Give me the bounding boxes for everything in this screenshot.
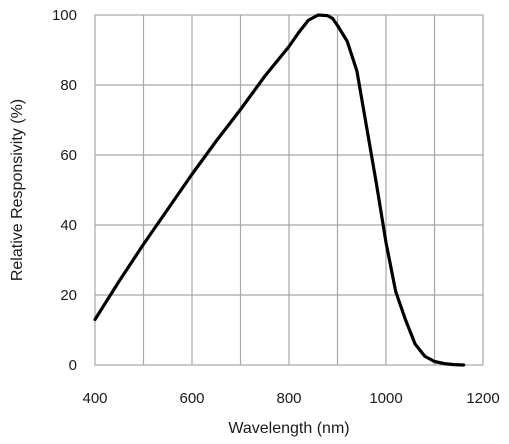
y-tick-label: 60 bbox=[60, 147, 77, 164]
y-tick-label: 80 bbox=[60, 77, 77, 94]
y-tick-label: 0 bbox=[69, 357, 77, 374]
plot-area-frame bbox=[94, 14, 484, 366]
series-line-1 bbox=[93, 13, 466, 367]
y-axis-title: Relative Responsivity (%) bbox=[9, 99, 26, 281]
x-tick-label: 400 bbox=[82, 390, 107, 407]
y-tick-label: 100 bbox=[52, 7, 77, 24]
series-layer bbox=[93, 13, 466, 367]
y-tick-label: 40 bbox=[60, 217, 77, 234]
x-tick-label: 800 bbox=[276, 390, 301, 407]
x-tick-label: 600 bbox=[179, 390, 204, 407]
x-axis-ticks: 400 600 800 1000 1200 bbox=[82, 390, 499, 407]
y-tick-label: 20 bbox=[60, 287, 77, 304]
x-tick-label: 1000 bbox=[369, 390, 402, 407]
y-axis-ticks: 0 20 40 60 80 100 bbox=[52, 7, 77, 374]
x-axis-title: Wavelength (nm) bbox=[228, 420, 349, 437]
grid bbox=[95, 15, 483, 365]
x-tick-label: 1200 bbox=[466, 390, 499, 407]
